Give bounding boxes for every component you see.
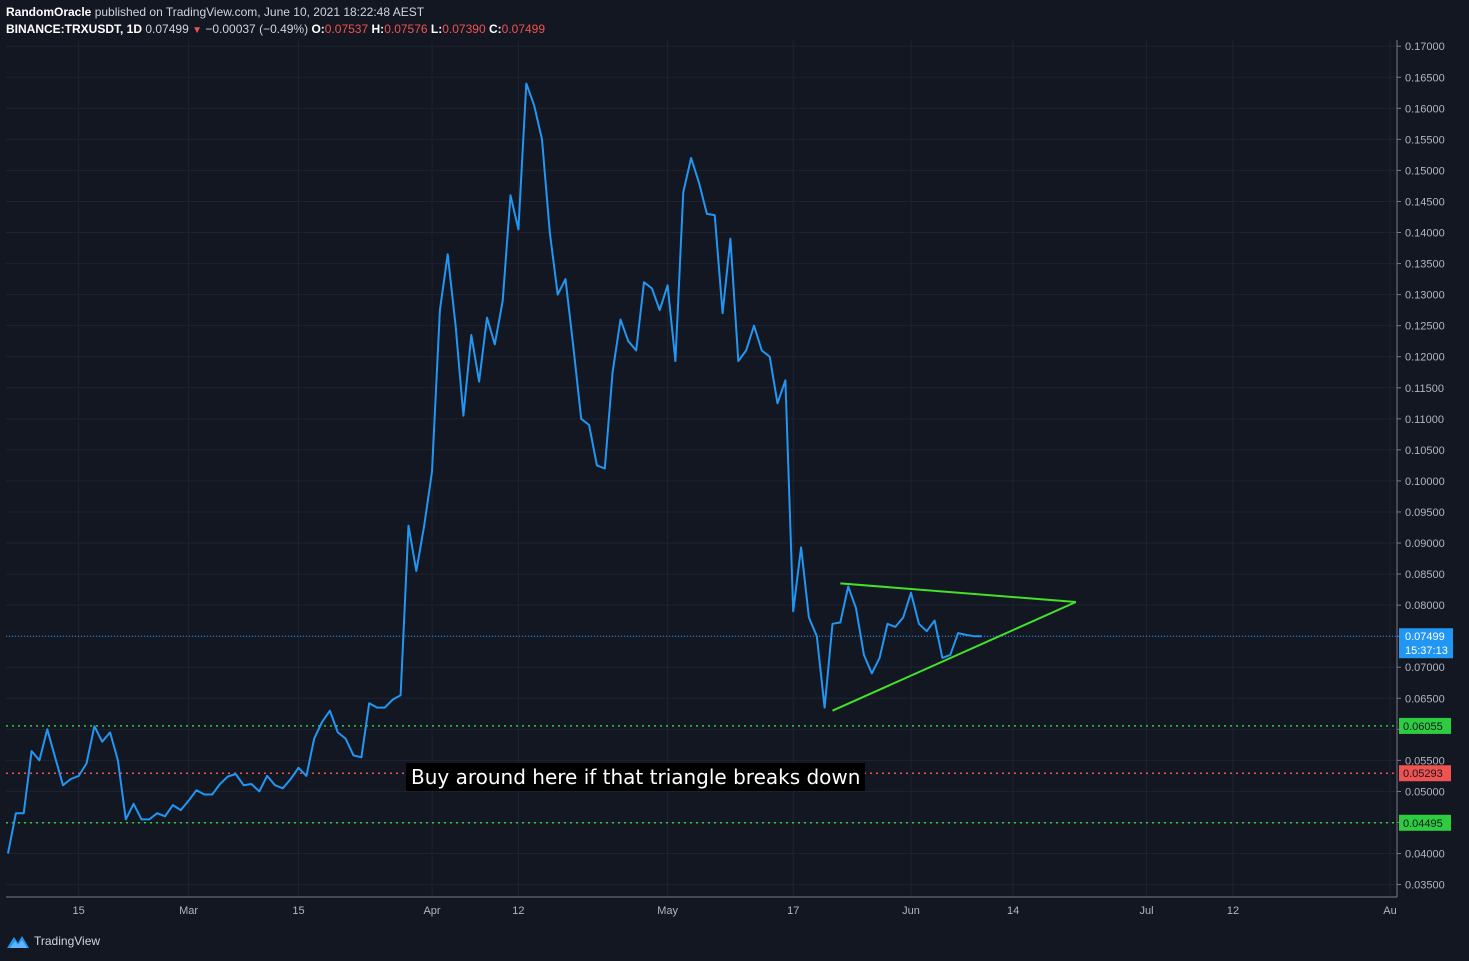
y-tick-label: 0.13500 <box>1405 259 1445 271</box>
x-tick-label: 12 <box>1227 905 1239 917</box>
plot-area <box>6 40 1396 897</box>
x-tick-label: 14 <box>1007 905 1019 917</box>
annotation-text[interactable]: Buy around here if that triangle breaks … <box>406 763 866 791</box>
level-price-tag <box>1399 814 1451 831</box>
symbol-line: BINANCE:TRXUSDT, 1D 0.07499 ▼ −0.00037 (… <box>6 21 545 39</box>
current-price: 0.07499 <box>145 22 189 36</box>
y-tick-label: 0.05500 <box>1405 755 1445 767</box>
y-tick-label: 0.05000 <box>1405 786 1445 798</box>
y-tick-label: 0.15500 <box>1405 134 1445 146</box>
y-tick-label: 0.03500 <box>1405 880 1445 892</box>
y-tick-label: 0.12000 <box>1405 352 1445 364</box>
level-price-label: 0.05293 <box>1403 768 1443 780</box>
y-tick-label: 0.10000 <box>1405 476 1445 488</box>
x-tick-label: Apr <box>423 905 440 917</box>
x-tick-label: 15 <box>73 905 85 917</box>
y-tick-label: 0.09000 <box>1405 538 1445 550</box>
y-tick-label: 0.11000 <box>1405 414 1444 426</box>
level-price-label: 0.04495 <box>1403 818 1443 830</box>
x-tick-label: Au <box>1383 905 1396 917</box>
y-tick-label: 0.07000 <box>1405 662 1445 674</box>
x-tick-label: 15 <box>292 905 304 917</box>
high-label: H: <box>371 22 385 36</box>
x-tick-label: Mar <box>179 905 198 917</box>
y-tick-label: 0.06500 <box>1405 693 1445 705</box>
publish-info: published on TradingView.com, June 10, 2… <box>94 5 425 19</box>
y-tick-label: 0.13000 <box>1405 290 1445 302</box>
price-change: −0.00037 (−0.49%) <box>205 22 309 36</box>
level-price-label: 0.06055 <box>1403 721 1443 733</box>
y-tick-label: 0.08000 <box>1405 600 1445 612</box>
triangle-lower-line <box>832 601 1077 712</box>
level-price-tag <box>1399 765 1451 782</box>
last-price-label: 0.07499 <box>1405 631 1445 643</box>
level-price-tag <box>1399 717 1451 734</box>
x-tick-label: May <box>657 905 678 917</box>
x-tick-label: Jun <box>902 905 920 917</box>
tradingview-logo-icon <box>7 936 29 948</box>
low-label: L: <box>430 22 443 36</box>
author-name[interactable]: RandomOracle <box>6 5 92 19</box>
y-tick-label: 0.16500 <box>1405 72 1445 84</box>
symbol-label[interactable]: BINANCE:TRXUSDT, 1D <box>6 22 143 36</box>
low-value: 0.07390 <box>442 22 486 36</box>
open-value: 0.07537 <box>324 22 369 36</box>
countdown-label: 15:37:13 <box>1405 645 1448 657</box>
y-tick-label: 0.16000 <box>1405 103 1445 115</box>
price-line <box>7 82 982 854</box>
publish-line: RandomOracle published on TradingView.co… <box>6 4 545 21</box>
y-tick-label: 0.11500 <box>1405 383 1444 395</box>
y-tick-label: 0.09500 <box>1405 507 1445 519</box>
close-label: C: <box>488 22 502 36</box>
y-tick-label: 0.10500 <box>1405 445 1445 457</box>
x-tick-label: 12 <box>512 905 524 917</box>
y-tick-label: 0.14500 <box>1405 196 1445 208</box>
y-tick-label: 0.04000 <box>1405 849 1445 861</box>
x-tick-label: Jul <box>1140 905 1154 917</box>
triangle-upper-line <box>840 582 1076 604</box>
last-price-tag <box>1399 628 1453 659</box>
footer-brand[interactable]: TradingView <box>34 934 101 948</box>
open-label: O: <box>311 22 325 36</box>
down-arrow-icon: ▼ <box>192 25 202 36</box>
y-tick-label: 0.14000 <box>1405 228 1445 240</box>
footer: TradingView <box>6 933 100 949</box>
chart-header: RandomOracle published on TradingView.co… <box>6 4 545 39</box>
y-tick-label: 0.15000 <box>1405 165 1445 177</box>
close-value: 0.07499 <box>501 22 546 36</box>
y-tick-label: 0.17000 <box>1405 41 1445 53</box>
y-tick-label: 0.12500 <box>1405 321 1445 333</box>
high-value: 0.07576 <box>384 22 428 36</box>
y-tick-label: 0.08500 <box>1405 569 1445 581</box>
x-tick-label: 17 <box>787 905 799 917</box>
